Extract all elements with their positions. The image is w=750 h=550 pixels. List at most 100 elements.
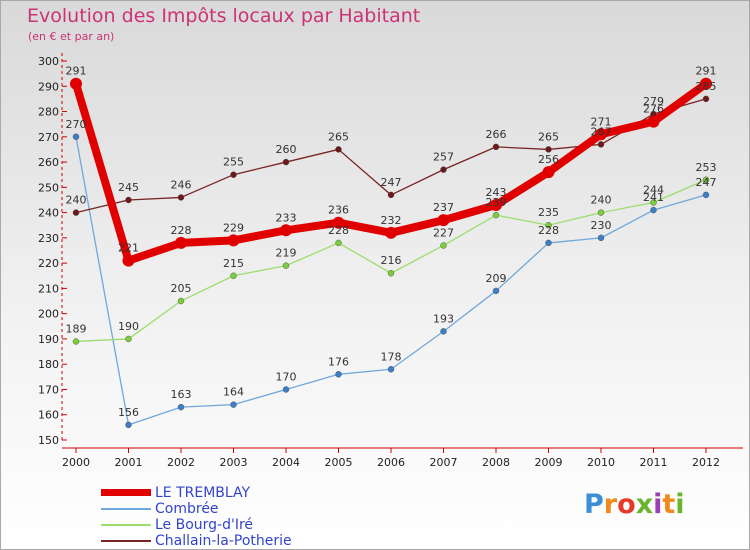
x-tick-label: 2002 [167,456,195,469]
x-tick-label: 2005 [325,456,353,469]
legend-swatch-le-bourg-d-ire [101,524,151,526]
data-point-le-bourg-d-ire [702,176,710,183]
y-tick-label: 180 [38,358,59,371]
data-label-le-tremblay: 236 [328,204,349,217]
x-tick-label: 2008 [482,456,510,469]
data-label-challain-la-potherie: 245 [118,181,139,194]
chart-title: Evolution des Impôts locaux par Habitant [27,5,421,27]
data-label-combree: 193 [433,312,454,325]
data-point-le-bourg-d-ire [282,262,290,269]
data-point-le-bourg-d-ire [545,222,552,229]
data-point-challain-la-potherie [335,146,342,153]
y-tick-label: 250 [38,181,59,194]
x-tick-label: 2011 [640,456,668,469]
x-tick-label: 2004 [272,456,300,469]
data-point-combree [597,234,605,242]
series-points [70,77,712,429]
legend-label-le-bourg-d-ire: Le Bourg-d'Iré [155,517,254,533]
data-point-le-bourg-d-ire [650,199,657,206]
data-point-combree [230,401,237,408]
data-point-combree [72,133,80,141]
x-tick-label: 2003 [220,456,248,469]
data-point-combree [440,328,447,335]
data-label-le-bourg-d-ire: 253 [696,161,717,174]
legend-swatch-le-tremblay [101,489,151,496]
data-label-le-bourg-d-ire: 244 [643,183,664,196]
data-label-challain-la-potherie: 265 [538,130,559,143]
data-label-combree: 178 [381,350,402,363]
data-point-combree [335,371,342,378]
data-point-le-tremblay [280,224,292,237]
x-tick-label: 2007 [430,456,458,469]
data-label-combree: 228 [538,224,559,237]
data-point-challain-la-potherie [387,191,395,199]
data-label-le-bourg-d-ire: 215 [223,257,244,270]
y-tick-label: 210 [38,282,59,295]
data-label-le-bourg-d-ire: 189 [66,322,87,335]
data-label-le-bourg-d-ire: 239 [486,196,507,209]
data-label-challain-la-potherie: 240 [66,194,87,207]
data-point-le-bourg-d-ire [335,239,342,247]
y-tick-label: 270 [38,131,59,144]
data-label-le-tremblay: 271 [591,115,612,128]
data-label-le-bourg-d-ire: 205 [171,282,192,295]
data-label-combree: 230 [591,219,612,232]
data-label-le-bourg-d-ire: 235 [538,206,559,219]
data-point-combree [702,191,710,199]
data-label-challain-la-potherie: 267 [591,125,612,138]
data-label-le-tremblay: 291 [66,65,87,78]
data-label-le-tremblay: 221 [118,242,139,255]
data-point-challain-la-potherie [125,196,132,204]
data-label-challain-la-potherie: 285 [696,80,717,93]
y-tick-label: 150 [38,434,59,447]
data-point-challain-la-potherie [72,209,80,216]
data-label-le-bourg-d-ire: 227 [433,226,454,239]
data-label-combree: 164 [223,386,244,399]
data-label-combree: 270 [66,118,87,131]
data-point-le-tremblay [227,234,240,247]
data-label-challain-la-potherie: 260 [276,143,297,156]
x-tick-label: 2006 [377,456,405,469]
y-tick-label: 220 [38,257,59,270]
data-label-combree: 241 [643,191,664,204]
legend-swatch-combree [101,508,151,510]
data-point-le-bourg-d-ire [387,270,395,277]
y-tick-label: 190 [38,333,59,346]
y-tick-label: 290 [38,80,59,93]
data-label-le-tremblay: 243 [486,186,507,199]
data-label-le-tremblay: 228 [171,224,192,237]
data-point-le-tremblay [490,199,502,212]
data-label-combree: 156 [118,406,139,419]
data-label-combree: 170 [276,370,297,383]
data-point-combree [492,287,500,295]
data-point-le-bourg-d-ire [492,211,500,219]
data-label-le-tremblay: 256 [538,153,559,166]
series-labels: 291 221 228 229 233 236 232 237 243 256 271 276 291 2… [66,65,717,419]
data-label-le-bourg-d-ire: 219 [276,247,297,260]
data-point-combree [650,206,657,214]
data-label-le-tremblay: 276 [643,103,664,116]
data-label-challain-la-potherie: 279 [643,95,664,108]
legend-swatch-challain-la-potherie [101,540,151,542]
x-tick-label: 2000 [62,456,90,469]
data-point-challain-la-potherie [545,146,552,153]
y-tick-label: 280 [38,106,59,119]
data-label-challain-la-potherie: 246 [171,178,192,191]
data-label-le-tremblay: 232 [381,214,402,227]
data-point-le-tremblay [122,254,135,267]
legend-label-le-tremblay: LE TREMBLAY [155,485,251,501]
chart-subtitle: (en € et par an) [28,30,115,43]
x-tick-label: 2009 [535,456,563,469]
data-point-combree [387,366,395,373]
data-label-le-tremblay: 291 [696,65,717,78]
legend-label-challain-la-potherie: Challain-la-Potherie [155,533,292,549]
data-label-challain-la-potherie: 255 [223,156,244,169]
data-point-le-bourg-d-ire [177,297,185,305]
data-point-le-bourg-d-ire [125,335,132,343]
data-point-combree [125,421,132,429]
y-tick-label: 200 [38,308,59,321]
data-label-le-bourg-d-ire: 190 [118,320,139,333]
data-label-le-tremblay: 233 [276,211,297,224]
data-label-challain-la-potherie: 266 [486,128,507,141]
